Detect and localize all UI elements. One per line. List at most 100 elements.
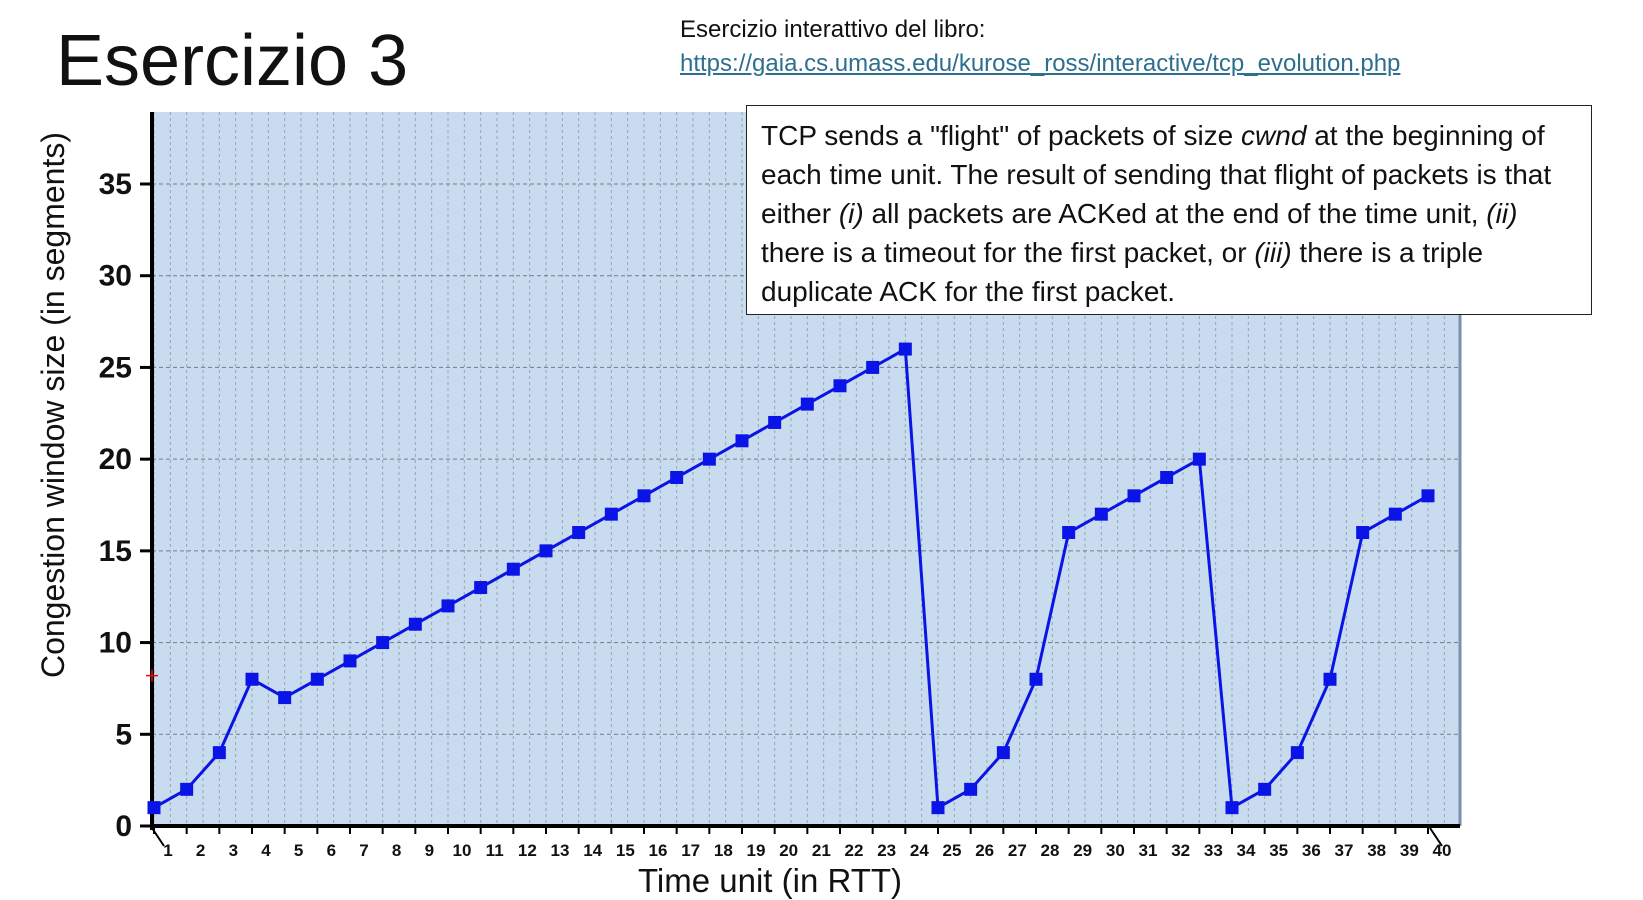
note-case-i: (i) — [838, 198, 864, 229]
note-text-4: there is a timeout for the first packet,… — [761, 237, 1255, 268]
x-tick-label: 22 — [845, 841, 864, 860]
data-point — [604, 507, 618, 521]
x-tick-label: 6 — [327, 841, 336, 860]
data-point — [539, 544, 553, 558]
x-tick-label: 7 — [359, 841, 368, 860]
x-tick-label: 34 — [1237, 841, 1256, 860]
data-point — [147, 801, 161, 815]
y-tick-label: 10 — [99, 627, 132, 660]
x-tick-label: 4 — [261, 841, 271, 860]
data-point — [1160, 470, 1174, 484]
y-tick-label: 25 — [99, 351, 132, 384]
reference-link[interactable]: https://gaia.cs.umass.edu/kurose_ross/in… — [680, 50, 1401, 77]
y-tick-label: 0 — [115, 810, 132, 843]
slide-title: Esercizio 3 — [56, 21, 409, 101]
data-point — [474, 581, 488, 595]
y-tick-label: 30 — [99, 260, 132, 293]
data-point — [996, 746, 1010, 760]
x-tick-label: 14 — [583, 841, 602, 860]
x-tick-label: 8 — [392, 841, 401, 860]
x-tick-label: 5 — [294, 841, 303, 860]
x-tick-label: 17 — [681, 841, 700, 860]
note-case-ii: (ii) — [1486, 198, 1518, 229]
data-point — [866, 360, 880, 374]
note-text-2: at the beginning of each time unit. The … — [761, 120, 1552, 229]
x-tick-label: 13 — [551, 841, 570, 860]
x-tick-label: 3 — [229, 841, 238, 860]
data-point — [1388, 507, 1402, 521]
note-cwnd: cwnd — [1241, 120, 1307, 151]
note-text-5: there is a triple duplicate ACK for the … — [761, 237, 1484, 307]
data-point — [964, 782, 978, 796]
data-point — [343, 654, 357, 668]
x-tick-label: 33 — [1204, 841, 1223, 860]
x-tick-label: 24 — [910, 841, 929, 860]
x-tick-label: 18 — [714, 841, 733, 860]
note-text-1: TCP sends a "flight" of packets of size — [761, 120, 1242, 151]
data-point — [180, 782, 194, 796]
y-tick-labels: 0 5 10 15 20 25 30 35 — [99, 168, 132, 843]
x-tick-label: 27 — [1008, 841, 1027, 860]
x-tick-label: 23 — [877, 841, 896, 860]
cwnd-series — [147, 342, 1435, 815]
data-point — [1225, 801, 1239, 815]
y-tick-label: 35 — [99, 168, 132, 201]
data-point — [1029, 672, 1043, 686]
data-point — [800, 397, 814, 411]
x-tick-label: 19 — [747, 841, 766, 860]
data-point — [898, 342, 912, 356]
data-point — [376, 636, 390, 650]
data-point — [702, 452, 716, 466]
y-tick-label: 5 — [115, 718, 132, 751]
y-axis-label: Congestion window size (in segments) — [35, 132, 71, 678]
explanation-box: TCP sends a "flight" of packets of size … — [746, 105, 1592, 315]
x-tick-label: 26 — [975, 841, 994, 860]
axis-start-mark — [151, 827, 165, 847]
data-point — [1323, 672, 1337, 686]
data-point — [245, 672, 259, 686]
x-axis-label: Time unit (in RTT) — [638, 862, 902, 899]
x-tick-label: 30 — [1106, 841, 1125, 860]
x-tick-label: 25 — [943, 841, 962, 860]
data-point — [310, 672, 324, 686]
x-tick-label: 28 — [1041, 841, 1060, 860]
x-tick-label: 1 — [163, 841, 172, 860]
data-point — [212, 746, 226, 760]
data-point — [670, 470, 684, 484]
data-point — [1062, 526, 1076, 540]
x-tick-label: 21 — [812, 841, 831, 860]
x-tick-label: 16 — [649, 841, 668, 860]
data-point — [572, 526, 586, 540]
axes — [140, 112, 1462, 847]
data-point — [506, 562, 520, 576]
data-point — [735, 434, 749, 448]
data-point — [1356, 526, 1370, 540]
data-point — [1127, 489, 1141, 503]
x-tick-label: 32 — [1171, 841, 1190, 860]
data-point — [637, 489, 651, 503]
x-tick-label: 10 — [453, 841, 472, 860]
vertical-gridlines — [153, 112, 1445, 826]
x-tick-label: 31 — [1139, 841, 1158, 860]
x-tick-label: 40 — [1433, 841, 1452, 860]
y-tick-label: 15 — [99, 535, 132, 568]
series-line — [153, 347, 1429, 810]
data-point — [1258, 782, 1272, 796]
x-tick-label: 37 — [1335, 841, 1354, 860]
data-point — [1094, 507, 1108, 521]
note-text-3: all packets are ACKed at the end of the … — [863, 198, 1487, 229]
x-tick-label: 9 — [425, 841, 434, 860]
cursor-mark — [146, 669, 158, 682]
data-point — [1421, 489, 1435, 503]
x-tick-label: 38 — [1367, 841, 1386, 860]
data-point — [278, 691, 292, 705]
data-point — [833, 379, 847, 393]
x-tick-label: 12 — [518, 841, 537, 860]
data-point — [441, 599, 455, 613]
data-point — [1290, 746, 1304, 760]
x-tick-label: 15 — [616, 841, 635, 860]
x-tick-label: 36 — [1302, 841, 1321, 860]
x-tick-labels: 1 2 3 4 5 6 7 8 9 10 11 12 13 14 15 16 17 18 19 20 21 22 23 24 2… — [163, 841, 1451, 860]
data-point — [1192, 452, 1206, 466]
x-tick-label: 35 — [1269, 841, 1288, 860]
